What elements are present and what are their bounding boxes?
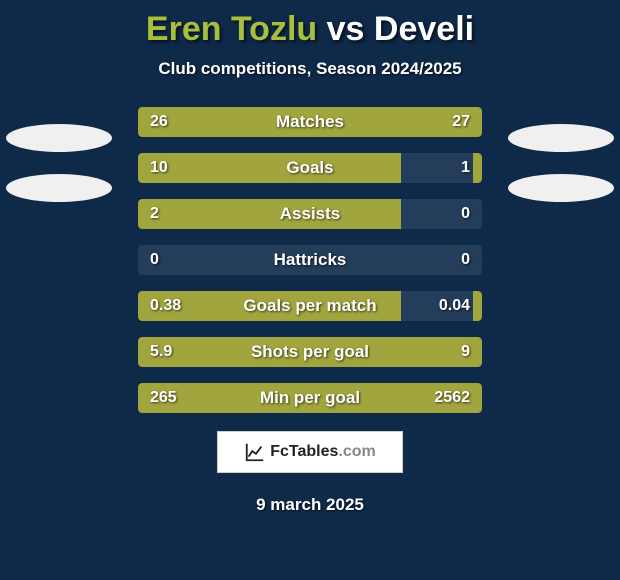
stat-left-value: 0.38	[150, 297, 181, 315]
source-logo-text: FcTables.com	[270, 443, 376, 461]
title-player2: Develi	[374, 10, 474, 48]
stat-right-value: 0	[461, 205, 470, 223]
stat-left-value: 10	[150, 159, 168, 177]
stat-label: Min per goal	[260, 388, 360, 408]
stat-row: 265 2562 Min per goal	[138, 383, 482, 413]
stat-row: 0 0 Hattricks	[138, 245, 482, 275]
stat-right-value: 9	[461, 343, 470, 361]
title-vs: vs	[327, 10, 365, 48]
stat-label: Goals per match	[243, 296, 376, 316]
stat-left-value: 0	[150, 251, 159, 269]
subtitle: Club competitions, Season 2024/2025	[0, 59, 620, 79]
stat-row: 5.9 9 Shots per goal	[138, 337, 482, 367]
stat-row: 2 0 Assists	[138, 199, 482, 229]
bar-left-fill	[138, 199, 401, 229]
stat-label: Assists	[280, 204, 340, 224]
stat-right-value: 27	[452, 113, 470, 131]
logo-text-strong: FcTables	[270, 443, 338, 460]
date-line: 9 march 2025	[0, 495, 620, 515]
stat-right-value: 0.04	[439, 297, 470, 315]
stat-left-value: 26	[150, 113, 168, 131]
stat-left-value: 5.9	[150, 343, 172, 361]
comparison-infographic: Eren Tozlu vs Develi Club competitions, …	[0, 0, 620, 580]
bar-right-fill	[473, 291, 482, 321]
player1-club-badge	[6, 174, 112, 202]
stat-label: Goals	[286, 158, 333, 178]
player1-avatar	[6, 124, 112, 152]
stat-label: Matches	[276, 112, 344, 132]
bar-left-fill	[138, 153, 401, 183]
stat-right-value: 0	[461, 251, 470, 269]
stat-row: 0.38 0.04 Goals per match	[138, 291, 482, 321]
stat-label: Hattricks	[274, 250, 347, 270]
page-title: Eren Tozlu vs Develi	[0, 10, 620, 49]
player2-club-badge	[508, 174, 614, 202]
stat-right-value: 2562	[434, 389, 470, 407]
logo-text-muted: .com	[338, 443, 375, 460]
stat-right-value: 1	[461, 159, 470, 177]
title-player1: Eren Tozlu	[146, 10, 317, 48]
stat-label: Shots per goal	[251, 342, 369, 362]
bar-right-fill	[473, 153, 482, 183]
stat-row: 10 1 Goals	[138, 153, 482, 183]
source-logo: FcTables.com	[217, 431, 403, 473]
stat-left-value: 265	[150, 389, 177, 407]
player2-avatar	[508, 124, 614, 152]
stat-row: 26 27 Matches	[138, 107, 482, 137]
stat-left-value: 2	[150, 205, 159, 223]
chart-icon	[244, 441, 266, 463]
stats-bars: 2627Matches101Goals20Assists00Hattricks0…	[138, 107, 482, 413]
